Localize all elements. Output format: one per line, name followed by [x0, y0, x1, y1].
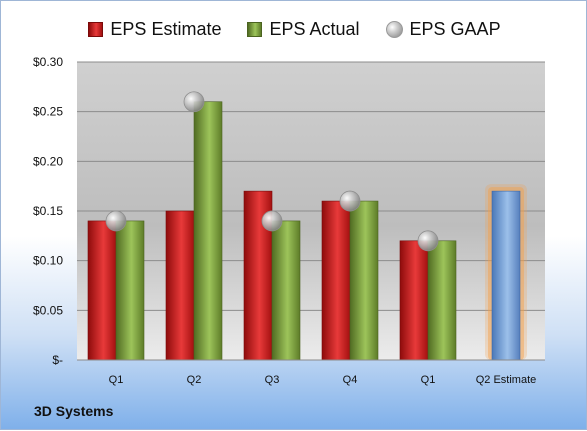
- legend-swatch-actual: [247, 21, 263, 37]
- legend-swatch-estimate: [88, 21, 104, 37]
- x-tick-label: Q2: [187, 374, 202, 386]
- legend-label-gaap: EPS GAAP: [409, 18, 501, 39]
- bars: [87, 101, 527, 361]
- bar-eps-actual: [349, 200, 379, 361]
- y-tick-label: $0.15: [33, 204, 63, 218]
- bar-eps-estimate: [87, 220, 117, 361]
- gridlines: [77, 61, 545, 311]
- x-tick-label: Q2 Estimate: [476, 374, 537, 386]
- x-tick-label: Q1: [421, 374, 436, 386]
- x-axis-ticks: Q1 Q2 Q3 Q4 Q1 Q2 Estimate: [109, 374, 537, 386]
- y-tick-label: $-: [52, 353, 63, 367]
- marker-eps-gaap: [105, 210, 127, 232]
- marker-eps-gaap: [339, 190, 361, 212]
- marker-eps-gaap: [261, 210, 283, 232]
- legend-item-estimate: EPS Estimate: [88, 19, 221, 40]
- y-tick-label: $0.10: [33, 254, 63, 268]
- bar-eps-actual: [115, 220, 145, 361]
- marker-eps-gaap: [417, 230, 439, 252]
- y-tick-label: $0.20: [33, 154, 63, 168]
- bar-eps-estimate: [165, 210, 195, 361]
- bar-eps-estimate: [399, 240, 429, 361]
- marker-eps-gaap: [183, 91, 205, 113]
- bar-eps-actual: [271, 220, 301, 361]
- legend-item-actual: EPS Actual: [247, 18, 360, 40]
- legend-item-gaap: EPS GAAP: [385, 18, 501, 40]
- x-tick-label: Q1: [109, 374, 124, 386]
- x-tick-label: Q3: [265, 374, 280, 386]
- company-name: 3D Systems: [34, 403, 114, 419]
- legend-label-actual: EPS Actual: [269, 18, 360, 39]
- bar-eps-actual: [427, 240, 457, 361]
- y-tick-label: $0.30: [33, 55, 63, 69]
- y-axis-ticks: $- $0.05 $0.10 $0.15 $0.20 $0.25 $0.30: [33, 55, 63, 367]
- bar-eps-estimate: [321, 200, 351, 361]
- bar-forecast-estimate: [491, 190, 521, 361]
- y-tick-label: $0.05: [33, 303, 63, 317]
- legend: EPS Estimate EPS Actual EPS GAAP: [1, 15, 587, 43]
- legend-label-estimate: EPS Estimate: [110, 18, 222, 39]
- x-tick-label: Q4: [343, 374, 358, 386]
- bar-eps-actual: [193, 101, 223, 361]
- y-tick-label: $0.25: [33, 105, 63, 119]
- legend-swatch-gaap: [385, 20, 403, 38]
- gaap-markers: [105, 91, 439, 252]
